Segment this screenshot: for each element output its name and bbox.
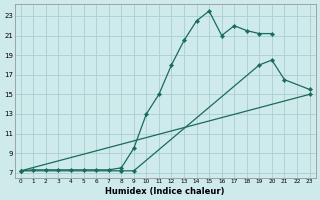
X-axis label: Humidex (Indice chaleur): Humidex (Indice chaleur) bbox=[106, 187, 225, 196]
